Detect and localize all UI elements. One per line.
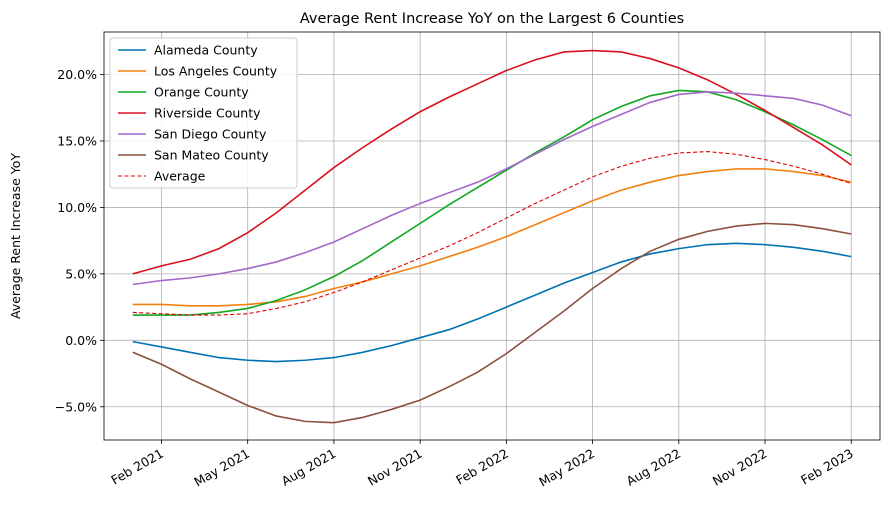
y-tick-label: 0.0% bbox=[65, 333, 97, 348]
series-line bbox=[132, 151, 852, 316]
legend: Alameda County Los Angeles County Orange C… bbox=[109, 37, 298, 189]
series-line bbox=[132, 89, 852, 316]
legend-label: San Mateo County bbox=[154, 148, 269, 163]
series-line bbox=[132, 242, 852, 363]
chart-title: Average Rent Increase YoY on the Largest… bbox=[300, 11, 684, 27]
x-tick-label: Nov 2022 bbox=[710, 446, 770, 489]
x-tick-label: Feb 2023 bbox=[798, 446, 856, 488]
y-tick-label: 5.0% bbox=[65, 266, 97, 281]
legend-label: Alameda County bbox=[154, 43, 258, 58]
series-line bbox=[132, 168, 852, 307]
y-tick-label: 20.0% bbox=[57, 67, 97, 82]
series-line bbox=[132, 222, 852, 424]
x-tick-label: Aug 2021 bbox=[279, 446, 339, 489]
legend-box bbox=[109, 37, 298, 189]
y-tick-label: 10.0% bbox=[57, 200, 97, 215]
x-tick-label: Feb 2021 bbox=[108, 446, 166, 488]
legend-label: Riverside County bbox=[154, 106, 261, 121]
legend-label: Average bbox=[154, 169, 206, 184]
y-tick-label: −5.0% bbox=[55, 399, 97, 414]
y-axis-label: Average Rent Increase YoY bbox=[8, 153, 23, 319]
x-tick-label: May 2022 bbox=[536, 446, 597, 490]
legend-label: Orange County bbox=[154, 85, 249, 100]
legend-label: San Diego County bbox=[154, 127, 267, 142]
x-tick-label: Nov 2021 bbox=[365, 446, 425, 489]
legend-label: Los Angeles County bbox=[154, 64, 278, 79]
series-line bbox=[132, 49, 852, 275]
series-line bbox=[132, 90, 852, 286]
plot-frame bbox=[103, 31, 881, 441]
y-tick-label: 15.0% bbox=[57, 133, 97, 148]
x-tick-label: Feb 2022 bbox=[453, 446, 511, 488]
x-tick-label: May 2021 bbox=[191, 446, 252, 490]
x-tick-label: Aug 2022 bbox=[624, 446, 684, 489]
